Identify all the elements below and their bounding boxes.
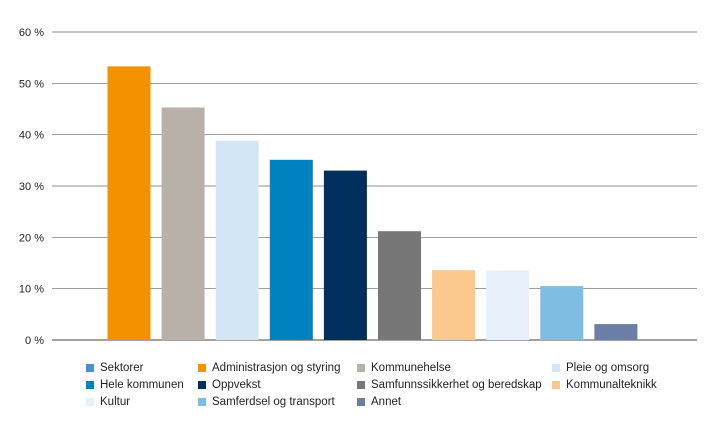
legend-item: Oppvekst [198, 377, 261, 393]
y-axis-labels: 0 % 10 % 20 % 30 % 40 % 50 % 60 % [19, 27, 44, 345]
legend-swatch [357, 364, 365, 372]
legend-item: Kultur [86, 394, 130, 410]
legend-item: Annet [357, 394, 401, 410]
legend-item: Hele kommunen [86, 377, 184, 393]
y-tick-label: 0 % [25, 335, 44, 345]
legend-swatch [86, 398, 94, 406]
legend-label: Oppvekst [212, 379, 261, 391]
legend-item: Kommunalteknikk [552, 377, 657, 393]
legend-item: Pleie og omsorg [552, 360, 649, 376]
y-tick-label: 20 % [19, 232, 44, 244]
y-tick-label: 30 % [19, 181, 44, 193]
legend-label: Pleie og omsorg [566, 362, 650, 374]
legend-swatch [86, 364, 94, 372]
legend-swatch [357, 398, 365, 406]
gridlines [52, 31, 697, 341]
bar: Hele kommunen [269, 159, 313, 340]
bar: Kultur [486, 270, 530, 340]
bar: Kommunehelse [161, 107, 205, 340]
legend-swatch [198, 364, 206, 372]
legend-label: Samfunnssikkerhet og beredskap [371, 379, 542, 391]
legend: Sektorer Administrasjon og styring Kommune… [0, 345, 719, 425]
legend-label: Kommunehelse [371, 362, 451, 374]
bar: Samferdsel og transport [540, 286, 584, 340]
bar: Pleie og omsorg [215, 140, 259, 340]
bar-chart: 0 % 10 % 20 % 30 % 40 % 50 % 60 % Administrasj… [19, 27, 697, 345]
legend-swatch [552, 364, 560, 372]
legend-swatch [198, 381, 206, 389]
y-tick-label: 40 % [19, 130, 44, 142]
legend-label: Kultur [100, 396, 131, 408]
legend-label: Annet [371, 396, 402, 408]
legend-item: Sektorer [86, 360, 143, 376]
bar: Administrasjon og styring [107, 66, 151, 341]
y-tick-label: 10 % [19, 284, 44, 296]
bar: Oppvekst [323, 170, 367, 340]
legend-item: Samferdsel og transport [198, 394, 335, 410]
legend-label: Samferdsel og transport [212, 396, 335, 408]
bar: Kommunalteknikk [432, 270, 476, 340]
legend-swatch [357, 381, 365, 389]
legend-label: Kommunalteknikk [566, 379, 657, 391]
legend-swatch [552, 381, 560, 389]
legend-item: Kommunehelse [357, 360, 451, 376]
legend-label: Sektorer [100, 362, 144, 374]
legend-label: Hele kommunen [100, 379, 184, 391]
legend-swatch [86, 381, 94, 389]
legend-swatch [198, 398, 206, 406]
y-tick-label: 60 % [19, 27, 44, 39]
bar: Samfunnssikkerhet og beredskap [378, 231, 421, 340]
y-tick-label: 50 % [19, 78, 44, 90]
legend-item: Samfunnssikkerhet og beredskap [357, 377, 542, 393]
legend-label: Administrasjon og styring [212, 362, 341, 374]
bars: Administrasjon og styringKommunehelsePle… [107, 66, 638, 341]
legend-item: Administrasjon og styring [198, 360, 340, 376]
bar: Annet [594, 324, 638, 340]
